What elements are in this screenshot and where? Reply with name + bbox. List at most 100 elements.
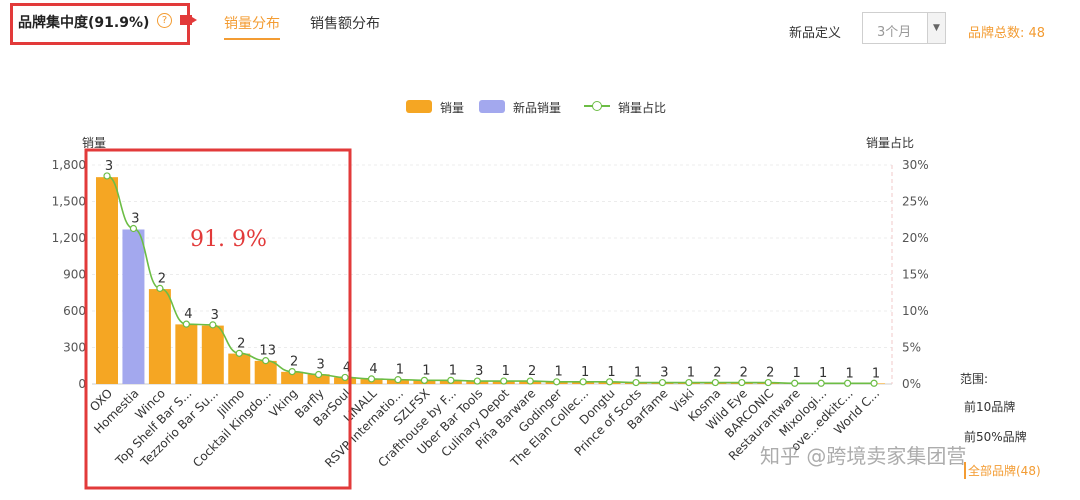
y2-tick-label: 10% [902,304,929,318]
data-label: 3 [475,364,483,379]
bar-sales [175,324,198,384]
y-tick-label: 1,500 [52,195,86,209]
data-label: 2 [237,336,245,351]
share-point [605,378,614,386]
data-label: 3 [211,308,219,323]
legend-dot-share [592,101,602,111]
bar-sales [307,374,330,384]
data-label: 3 [660,365,668,380]
annotation-text: 91. 9% [190,227,267,252]
data-label: 2 [290,355,298,370]
data-label: 1 [396,363,404,378]
share-point [288,367,296,376]
y-tick-label: 600 [63,304,86,318]
y-tick-label: 0 [78,377,86,391]
help-icon[interactable]: ? [157,13,172,28]
y2-tick-label: 25% [902,195,929,209]
share-point [553,378,561,386]
y2-tick-label: 5% [902,341,921,355]
y2-tick-label: 20% [902,231,929,245]
share-point [817,379,825,387]
brand-total-count: 品牌总数: 48 [968,26,1046,41]
share-point [209,321,217,329]
share-point [394,376,402,384]
share-point [711,378,719,387]
bar-sales [148,289,171,384]
share-point [156,284,164,292]
range-option-top50pct[interactable]: 前50%品牌 [964,430,1027,444]
share-point [843,379,852,387]
data-label: 4 [343,360,351,375]
data-label: 4 [184,307,192,322]
new-product-period-select[interactable]: 3个月 ▼ [862,12,946,44]
share-point [262,357,270,365]
share-point [103,172,111,180]
share-point [685,378,693,387]
share-point [315,370,323,379]
video-icon[interactable] [180,15,197,25]
share-point [791,379,799,387]
legend-swatch-sales [406,100,432,113]
share-point [500,377,508,385]
y-tick-label: 300 [63,341,86,355]
share-point [420,376,428,384]
data-label: 1 [845,366,853,381]
range-option-all[interactable]: 全部品牌(48) [964,462,1041,479]
legend-label-share: 销量占比 [618,101,667,115]
chevron-down-icon[interactable]: ▼ [927,13,945,43]
share-point [367,375,376,383]
share-point [473,377,481,385]
data-label: 1 [819,366,827,381]
tab-revenue-distribution[interactable]: 销售额分布 [310,16,380,32]
data-label: 3 [316,357,324,372]
range-option-top10[interactable]: 前10品牌 [964,400,1016,414]
data-label: 1 [607,365,615,380]
legend-label-sales: 销量 [440,101,465,115]
data-label: 1 [449,363,457,378]
bar-sales [96,177,118,384]
share-point [447,376,455,384]
share-point [738,378,746,387]
data-label: 1 [555,365,563,380]
bar-sales [201,325,224,384]
data-label: 3 [131,212,139,227]
y-tick-label: 1,200 [52,231,86,245]
y2-axis-title: 销量占比 [866,136,915,150]
bar-sales [228,353,251,384]
data-label: 1 [502,364,510,379]
share-point [235,349,243,357]
legend-label-new-sales: 新品销量 [513,101,562,115]
bar-sales [254,360,277,384]
data-label: 1 [634,365,642,380]
share-point [870,379,878,387]
data-label: 4 [369,362,377,377]
data-label: 1 [872,366,880,381]
share-point [526,377,534,385]
y-tick-label: 1,800 [52,158,86,172]
y2-tick-label: 15% [902,268,929,282]
range-title: 范围: [960,372,989,386]
share-point [341,373,349,382]
share-point [579,378,587,386]
data-label: 3 [105,159,113,174]
data-label: 2 [740,366,748,381]
watermark-text: 知乎 @跨境卖家集团营 [760,444,967,468]
new-product-definition-label: 新品定义 [789,26,842,41]
page-title: 品牌集中度(91.9%) [18,15,150,31]
share-point [764,378,772,387]
data-label: 1 [687,366,695,381]
data-label: 1 [793,366,801,381]
y-axis-title: 销量 [82,136,107,150]
y2-tick-label: 30% [902,158,929,172]
bar-sales [281,371,304,384]
data-label: 2 [766,366,774,381]
legend-swatch-new-sales [479,100,505,113]
data-label: 2 [713,366,721,381]
data-label: 2 [528,364,536,379]
share-point [182,320,190,328]
y2-tick-label: 0% [902,377,921,391]
select-value: 3个月 [877,25,912,40]
tab-sales-distribution[interactable]: 销量分布 [224,13,280,40]
top-bar: 品牌集中度(91.9%) ? 销量分布 销售额分布 新品定义 3个月 ▼ 品牌总… [0,0,1080,50]
